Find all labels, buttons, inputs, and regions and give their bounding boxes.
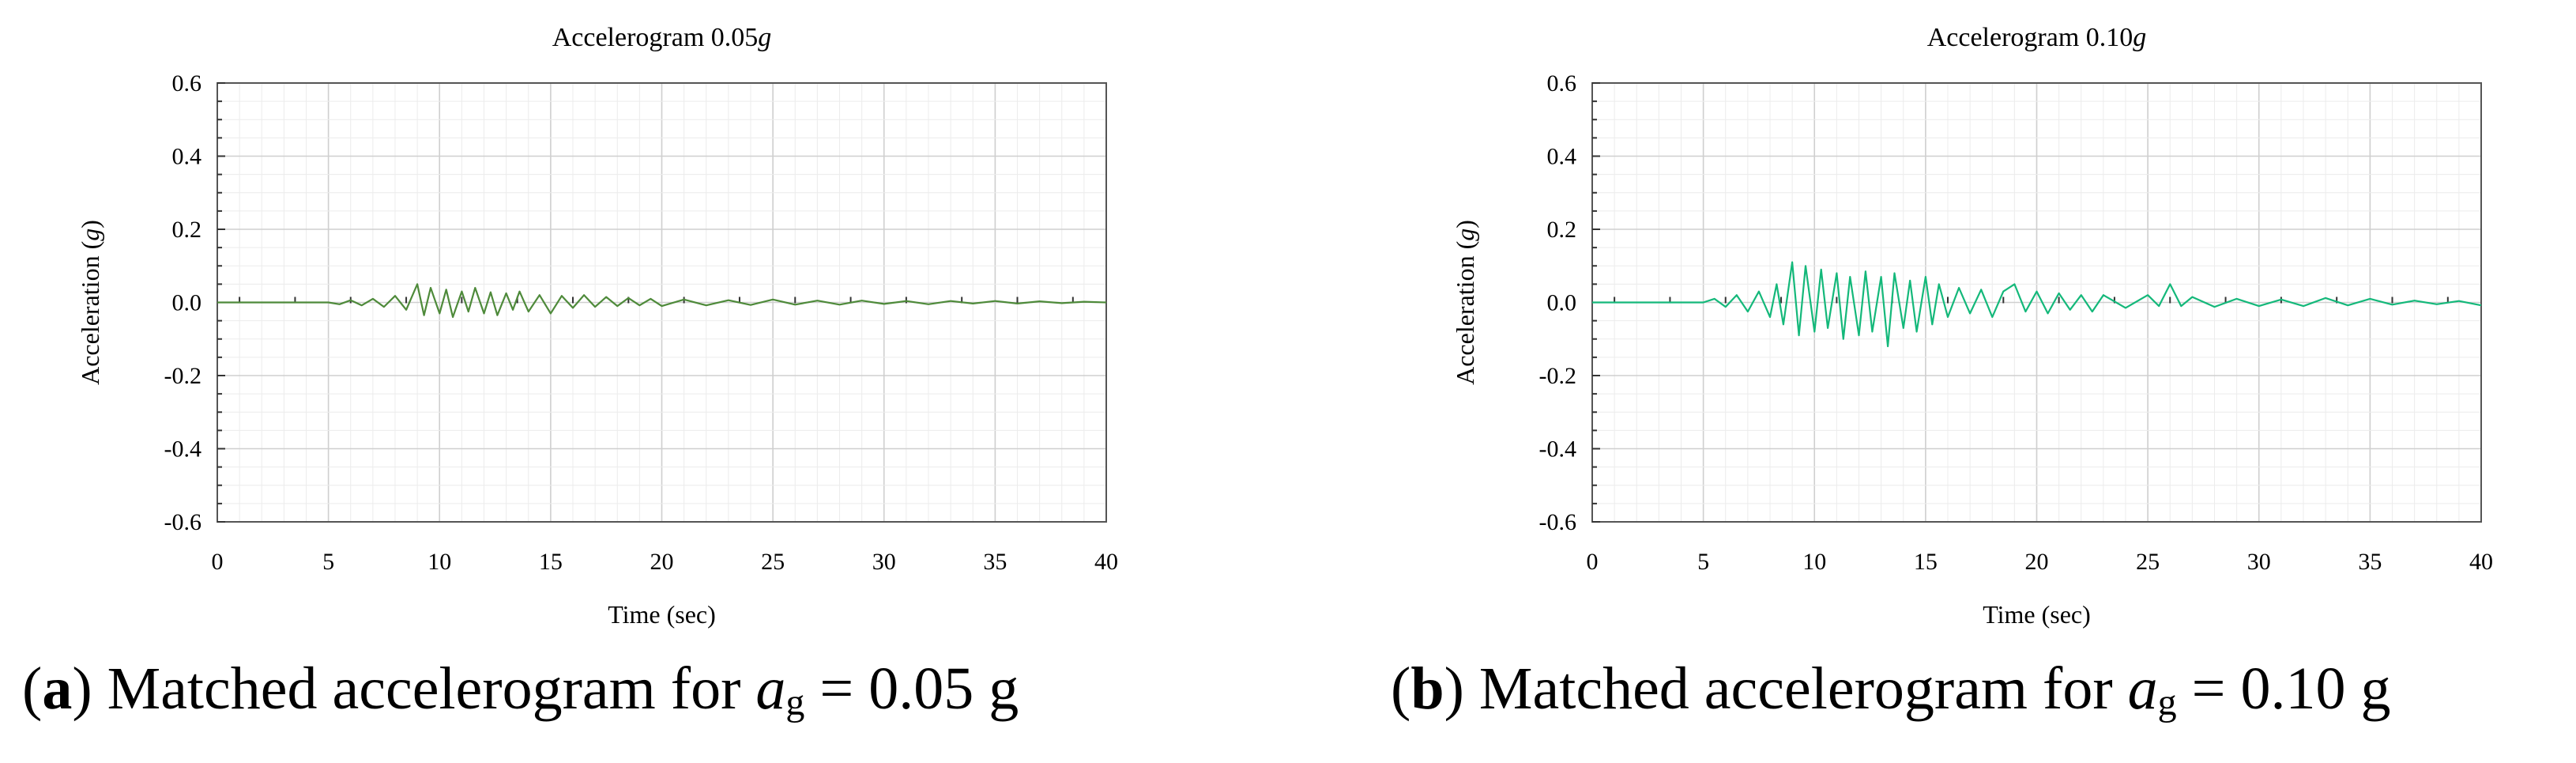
caption-a-label: a: [42, 655, 73, 722]
chart-b-title: Accelerogram 0.10g: [1927, 23, 2147, 52]
chart-a-x-tick-label: 5: [322, 549, 334, 575]
chart-b-y-tick-label: 0.4: [1547, 144, 1577, 170]
chart-a-x-tick-label: 30: [872, 549, 896, 575]
caption-a-sub: g: [785, 682, 805, 723]
chart-b-x-tick-label: 5: [1697, 549, 1709, 575]
caption-a-text: Matched accelerogram for: [107, 655, 756, 722]
chart-a-title: Accelerogram 0.05g: [552, 23, 772, 52]
chart-b-x-axis-label: Time (sec): [1983, 600, 2091, 629]
caption-a: (a) Matched accelerogram for ag = 0.05 g: [22, 655, 1019, 723]
chart-b-y-tick-label: 0.0: [1547, 290, 1577, 316]
chart-b-x-tick-label: 15: [1914, 549, 1938, 575]
caption-b-label: b: [1410, 655, 1444, 722]
chart-b-y-tick-label: -0.4: [1539, 436, 1577, 463]
chart-b-y-tick-label: 0.2: [1547, 217, 1577, 243]
caption-a-var: a: [755, 655, 786, 722]
chart-b-x-tick-label: 0: [1587, 549, 1599, 575]
chart-a-x-tick-label: 0: [212, 549, 224, 575]
accelerogram-chart-010: Accelerogram 0.10g 0.6 0.4 0.2 0.0 -0.2 -0.4 -0…: [1451, 23, 2493, 629]
caption-a-rest: = 0.05 g: [804, 655, 1019, 722]
chart-a-x-tick-label: 25: [761, 549, 785, 575]
chart-a-y-tick-label: 0.6: [172, 70, 202, 96]
chart-a-y-tick-label: -0.2: [164, 363, 202, 389]
chart-b-y-tick-label: -0.2: [1539, 363, 1577, 389]
chart-b-x-tick-label: 10: [1802, 549, 1826, 575]
accelerogram-chart-005: Accelerogram 0.05g 0.6 0.4 0.2 0.0 -0.2 -0.4 -0…: [76, 23, 1118, 629]
chart-a-y-axis-label: Acceleration (g): [76, 220, 104, 385]
chart-a-y-tick-label: 0.2: [172, 217, 202, 243]
chart-a-y-tick-label: -0.4: [164, 436, 202, 463]
chart-a-x-tick-label: 35: [983, 549, 1007, 575]
chart-a-x-tick-label: 20: [650, 549, 674, 575]
chart-b-x-tick-label: 35: [2358, 549, 2382, 575]
chart-a-grid: [217, 83, 1106, 522]
chart-b-series-line-0: [1592, 261, 2482, 348]
caption-b-sub: g: [2157, 682, 2177, 723]
chart-b-x-tick-label: 40: [2469, 549, 2493, 575]
chart-a-x-tick-label: 15: [539, 549, 563, 575]
chart-a-y-tick-label: 0.4: [172, 144, 202, 170]
chart-b-y-tick-label: 0.6: [1547, 70, 1577, 96]
chart-a-x-tick-label: 40: [1094, 549, 1118, 575]
chart-b-y-tick-label: -0.6: [1539, 509, 1577, 535]
chart-a-series-line-0: [217, 283, 1107, 319]
chart-a-x-axis-label: Time (sec): [608, 600, 716, 629]
chart-b-x-tick-label: 30: [2247, 549, 2271, 575]
chart-b-x-tick-label: 25: [2136, 549, 2160, 575]
caption-b-rest: = 0.10 g: [2176, 655, 2391, 722]
chart-a-y-tick-label: -0.6: [164, 509, 202, 535]
chart-a-x-tick-label: 10: [427, 549, 451, 575]
caption-b-text: Matched accelerogram for: [1478, 655, 2128, 722]
chart-b-y-axis-label: Acceleration (g): [1451, 220, 1479, 385]
chart-a-y-tick-label: 0.0: [172, 290, 202, 316]
caption-b-var: a: [2127, 655, 2158, 722]
chart-b-x-tick-label: 20: [2025, 549, 2049, 575]
caption-b: (b) Matched accelerogram for ag = 0.10 g: [1391, 655, 2391, 723]
